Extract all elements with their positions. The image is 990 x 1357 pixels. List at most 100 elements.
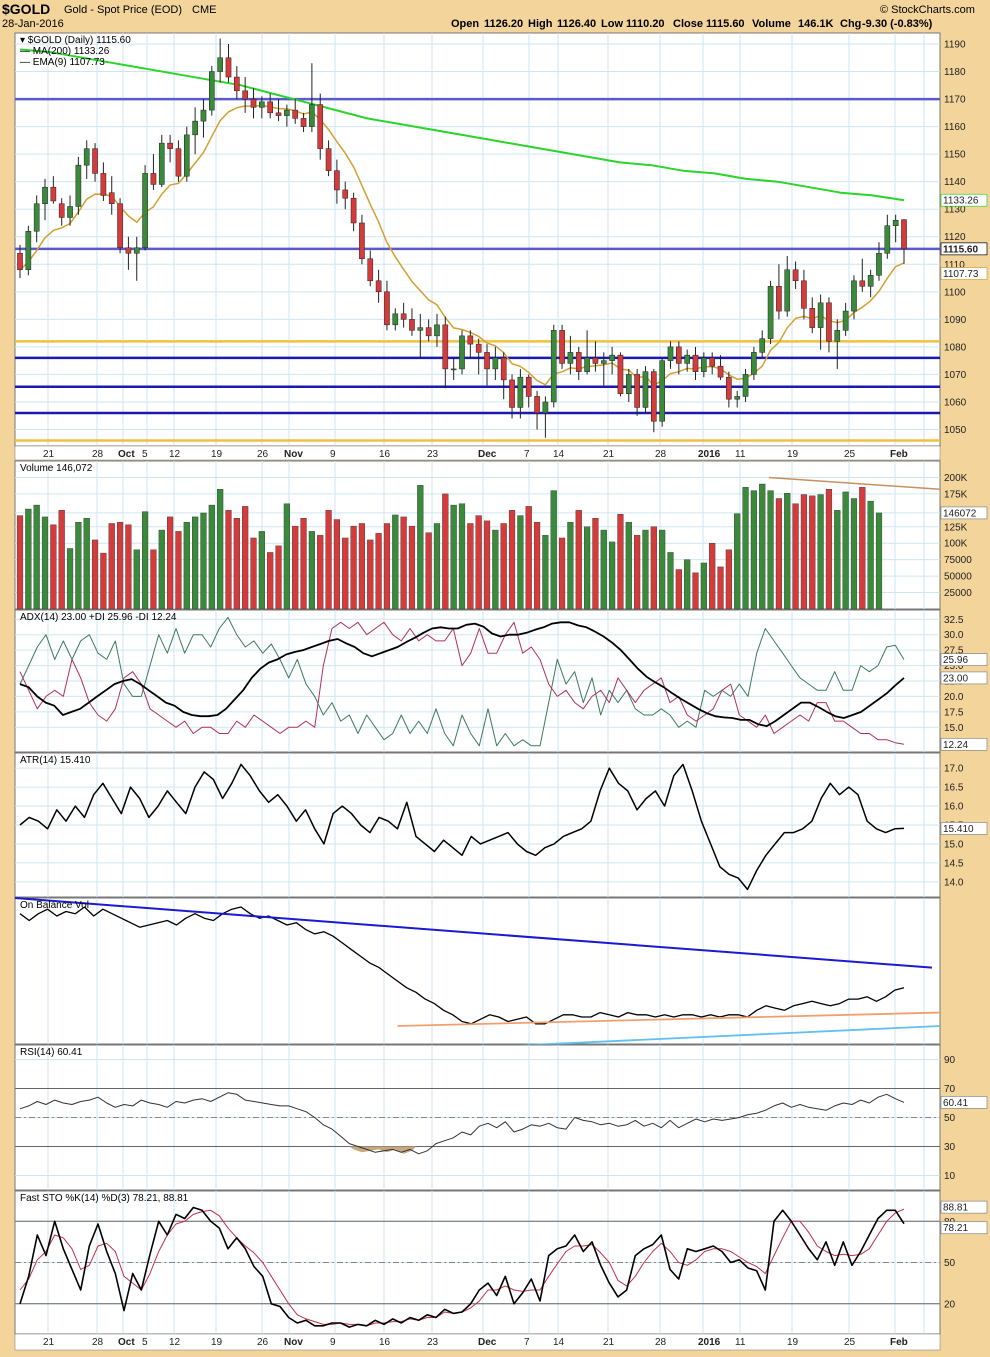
atr-panel: 14.014.515.015.516.016.517.015.410ATR(14… (14, 752, 988, 898)
volume-bar (450, 504, 457, 610)
sto-legend: Fast STO %K(14) %D(3) 78.21, 88.81 (20, 1193, 189, 1204)
volume-bar (433, 523, 441, 610)
candle-body (701, 357, 707, 372)
candle-body (809, 308, 816, 328)
candle-body (734, 396, 741, 400)
y-tick-label: 75000 (944, 555, 972, 566)
candle-body (767, 286, 774, 339)
volume-bar (267, 552, 274, 610)
volume-bar (483, 520, 491, 610)
x-tick-label: Feb (890, 449, 908, 460)
x-tick-label: 5 (142, 1337, 148, 1348)
candle-body (92, 148, 98, 174)
x-tick-label: 14 (553, 1337, 565, 1348)
y-tick-label: 125K (944, 522, 968, 533)
x-tick-label: 12 (169, 1337, 181, 1348)
volume-bar (825, 489, 833, 610)
volume-bar (867, 500, 874, 610)
header-name: Gold - Spot Price (EOD) (64, 4, 182, 16)
value-tag-text: 88.81 (943, 1203, 968, 1214)
obv-trend-line-orange (397, 1011, 941, 1027)
candle-body (175, 148, 182, 177)
volume-bar (150, 549, 157, 610)
x-tick-label: 28 (655, 449, 667, 460)
x-tick-label: 11 (735, 449, 746, 460)
sto-k-line (19, 1206, 905, 1328)
candle-body (234, 76, 240, 92)
volume-bar (33, 504, 40, 610)
candle-body (250, 98, 257, 108)
x-tick-label: 21 (603, 1337, 615, 1348)
volume-bar (584, 526, 591, 610)
y-tick-label: 1140 (944, 177, 966, 188)
value-tag-text: 146072 (943, 508, 977, 519)
volume-bar (158, 529, 165, 610)
header-volume: 146.1K (798, 18, 834, 30)
y-tick-label: 1110 (944, 260, 965, 271)
candle-body (400, 313, 407, 320)
x-tick-label: 19 (211, 1337, 223, 1348)
volume-bar (392, 514, 399, 610)
volume-bar (217, 489, 224, 610)
y-tick-label: 50 (944, 1113, 956, 1124)
volume-bar (642, 529, 649, 610)
value-tag-box (940, 822, 988, 835)
volume-bar (533, 521, 541, 610)
price-panel-background (14, 32, 941, 447)
volume-bar (442, 493, 449, 610)
price-panel: 1050 1060 1070 1080 1090 1100 1110 1120 1130 1140… (14, 32, 988, 447)
y-tick-label: 1120 (944, 232, 966, 243)
rsi-legend: RSI(14) 60.41 (20, 1047, 83, 1058)
y-tick-label: 70 (944, 1084, 956, 1095)
y-tick-label: 1190 (944, 40, 966, 51)
candle-body (17, 253, 23, 271)
header-chg: -9.30 (-0.83%) (862, 18, 933, 30)
y-tick-label: 16.5 (944, 783, 964, 794)
volume-bar (292, 525, 299, 610)
x-axis-background (14, 1333, 941, 1351)
volume-bar (50, 524, 57, 610)
candle-body (475, 343, 482, 353)
y-tick-label: 90 (944, 1055, 956, 1066)
candle-body (133, 247, 140, 254)
x-tick-label: 23 (427, 1337, 439, 1348)
volume-bar (659, 529, 666, 610)
candle-body (625, 374, 632, 394)
candle-body (167, 142, 173, 149)
y-tick-label: 100K (944, 539, 968, 550)
candle-body (801, 280, 807, 309)
candle-body (859, 280, 866, 287)
volume-bar (192, 516, 199, 610)
value-tag-text: 60.41 (943, 1098, 968, 1109)
candle-body (434, 324, 440, 337)
volume-bar (558, 537, 566, 610)
y-tick-label: 1080 (944, 342, 967, 353)
candle-body (667, 346, 674, 361)
volume-bar (125, 524, 132, 610)
value-tag-box (940, 1200, 988, 1214)
candle-body (600, 360, 607, 364)
volume-bar (592, 518, 599, 610)
volume-bar (283, 503, 290, 610)
candle-body (559, 330, 565, 364)
candle-body (309, 104, 315, 127)
y-tick-label: 27.5 (944, 646, 964, 657)
candle-body (450, 368, 457, 371)
volume-bar (800, 494, 808, 610)
candle-body (359, 222, 365, 260)
candle-body (792, 269, 799, 282)
x-tick-label: 21 (43, 449, 55, 460)
volume-bar (617, 514, 624, 610)
candle-body (759, 338, 766, 353)
y-tick-label: 30 (944, 1142, 956, 1153)
y-tick-label: 50 (944, 1258, 956, 1269)
x-tick-label: Nov (284, 1337, 303, 1348)
volume-bar (792, 503, 799, 610)
header-date: 28-Jan-2016 (2, 18, 64, 30)
y-tick-label: 10 (944, 1171, 956, 1182)
volume-bar (575, 510, 582, 610)
value-tag-text: 78.21 (943, 1223, 968, 1234)
value-tag-text: 23.00 (943, 673, 968, 684)
volume-bar (784, 493, 791, 610)
